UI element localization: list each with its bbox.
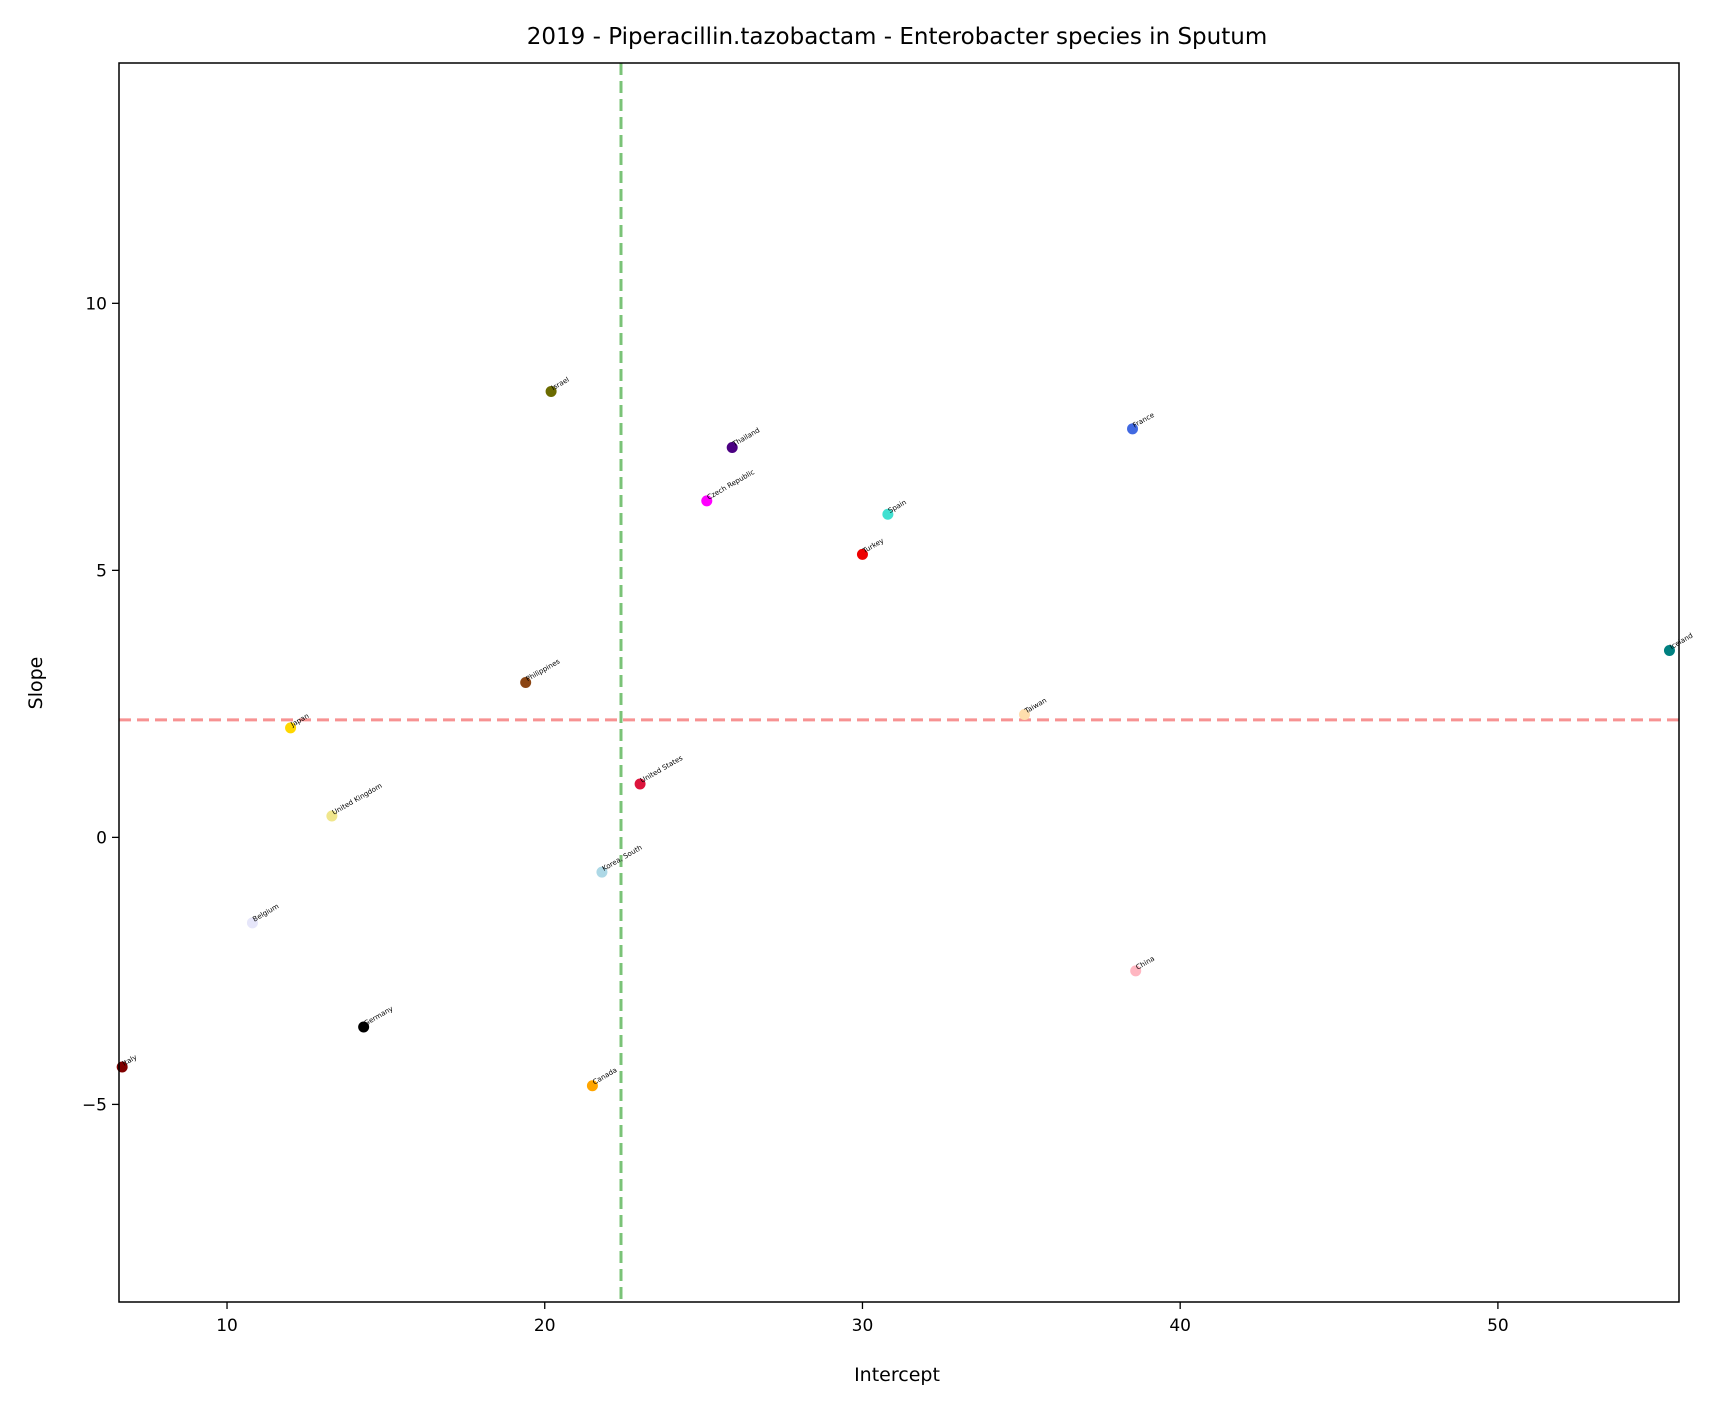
data-point-label: United Kingdom — [331, 782, 384, 817]
data-point-label: China — [1135, 955, 1156, 972]
data-point — [856, 548, 868, 560]
x-tick-label: 10 — [216, 1316, 238, 1336]
data-point — [285, 722, 297, 734]
data-point-label: Thailand — [730, 426, 761, 448]
data-point-label: Taiwan — [1023, 696, 1048, 715]
x-tick-label: 20 — [534, 1316, 556, 1336]
data-point — [596, 866, 608, 878]
data-point-label: France — [1132, 411, 1156, 430]
data-point — [634, 778, 646, 790]
y-tick-label: −5 — [82, 1095, 107, 1115]
x-tick-label: 40 — [1169, 1316, 1191, 1336]
data-point — [726, 442, 738, 454]
data-point-label: Canada — [591, 1066, 618, 1086]
data-point-label: Germany — [363, 1005, 395, 1028]
x-tick-label: 50 — [1487, 1316, 1509, 1336]
data-point-label: Belgium — [251, 902, 280, 923]
data-point — [246, 917, 258, 929]
plot-area — [119, 63, 1679, 1302]
axis-ticks: 10 20 30 40 50 −5 0 5 10 — [82, 294, 1509, 1336]
data-point — [1130, 965, 1142, 977]
data-point-label: Japan — [289, 712, 311, 729]
data-point-label: Philippines — [525, 657, 562, 683]
data-point — [520, 677, 532, 688]
data-point-label: Czech Republic — [706, 468, 756, 502]
y-axis-label: Slope — [25, 657, 47, 710]
data-point — [326, 810, 338, 822]
data-point-label: Iceland — [1668, 632, 1694, 652]
x-axis-label: Intercept — [854, 1364, 940, 1386]
data-point — [358, 1021, 370, 1033]
plot-frame — [118, 62, 1680, 1303]
y-tick-label: 5 — [96, 561, 107, 581]
data-point — [545, 385, 557, 397]
y-tick-label: 10 — [85, 294, 107, 314]
data-point — [586, 1080, 598, 1092]
data-point — [1127, 423, 1139, 435]
data-point-label: Israel — [550, 376, 571, 393]
data-points: Israel Thailand France Czech Republic Spain T… — [116, 376, 1694, 1092]
data-point-label: Spain — [887, 498, 908, 515]
data-point — [1663, 644, 1675, 656]
data-point-label: Turkey — [861, 537, 886, 556]
data-point — [701, 495, 713, 507]
x-tick-label: 30 — [852, 1316, 874, 1336]
data-point-label: United States — [639, 754, 684, 785]
data-point-label: Italy — [121, 1053, 138, 1068]
data-point — [1018, 709, 1030, 721]
data-point — [882, 508, 894, 520]
y-tick-label: 0 — [96, 828, 107, 848]
chart-title: 2019 - Piperacillin.tazobactam - Enterob… — [527, 24, 1267, 50]
